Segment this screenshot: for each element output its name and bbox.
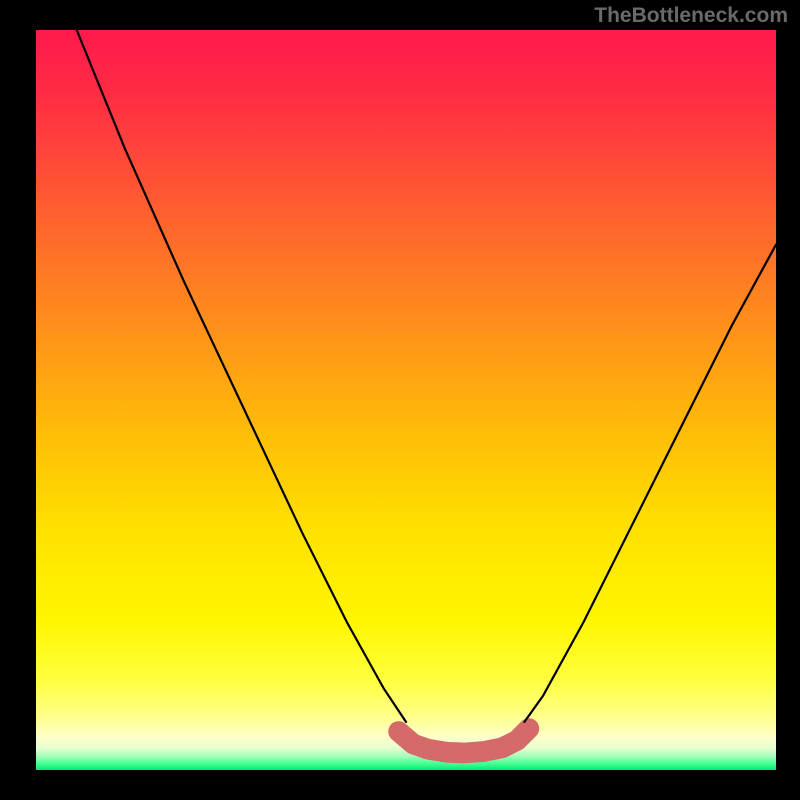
plot-area [36,30,776,770]
watermark-text: TheBottleneck.com [594,4,788,28]
curve-left-branch [77,30,406,722]
curve-layer [36,30,776,770]
chart-root: TheBottleneck.com [0,0,800,800]
bottom-band [399,729,529,753]
curve-right-branch [524,245,776,722]
